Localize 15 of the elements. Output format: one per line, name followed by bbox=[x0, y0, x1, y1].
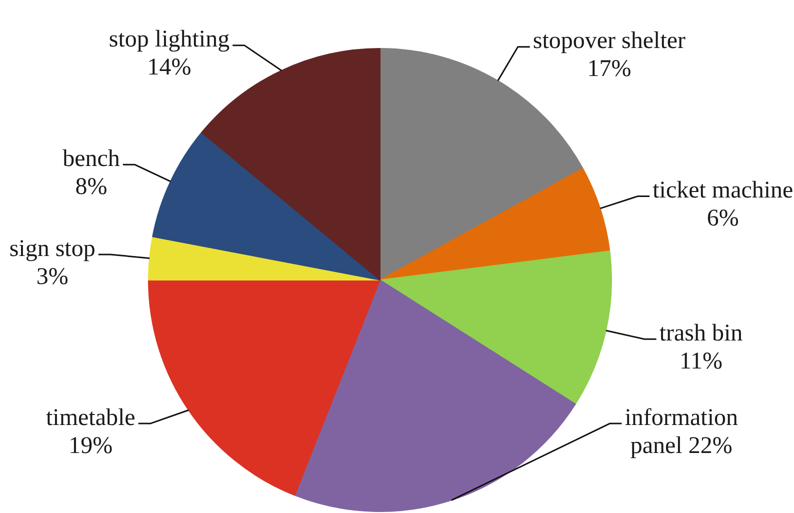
slice-label: trash bin bbox=[659, 320, 743, 346]
data-label: 17% bbox=[587, 56, 632, 82]
slice-label: timetable bbox=[46, 404, 136, 431]
data-label: 14% bbox=[147, 54, 192, 81]
data-label: 8% bbox=[75, 174, 108, 200]
slice-label: sign stop bbox=[9, 236, 96, 262]
slice-label: information panel 22% bbox=[624, 404, 738, 459]
data-label: 3% bbox=[36, 264, 68, 290]
slice-label: stopover shelter bbox=[532, 28, 686, 54]
slice-label: bench bbox=[62, 146, 120, 172]
data-label: 11% bbox=[679, 348, 723, 374]
slice-label: stop lighting bbox=[108, 26, 230, 53]
slice-label: ticket machine bbox=[652, 178, 794, 204]
data-label: 19% bbox=[68, 432, 113, 459]
data-label: 6% bbox=[706, 206, 739, 232]
